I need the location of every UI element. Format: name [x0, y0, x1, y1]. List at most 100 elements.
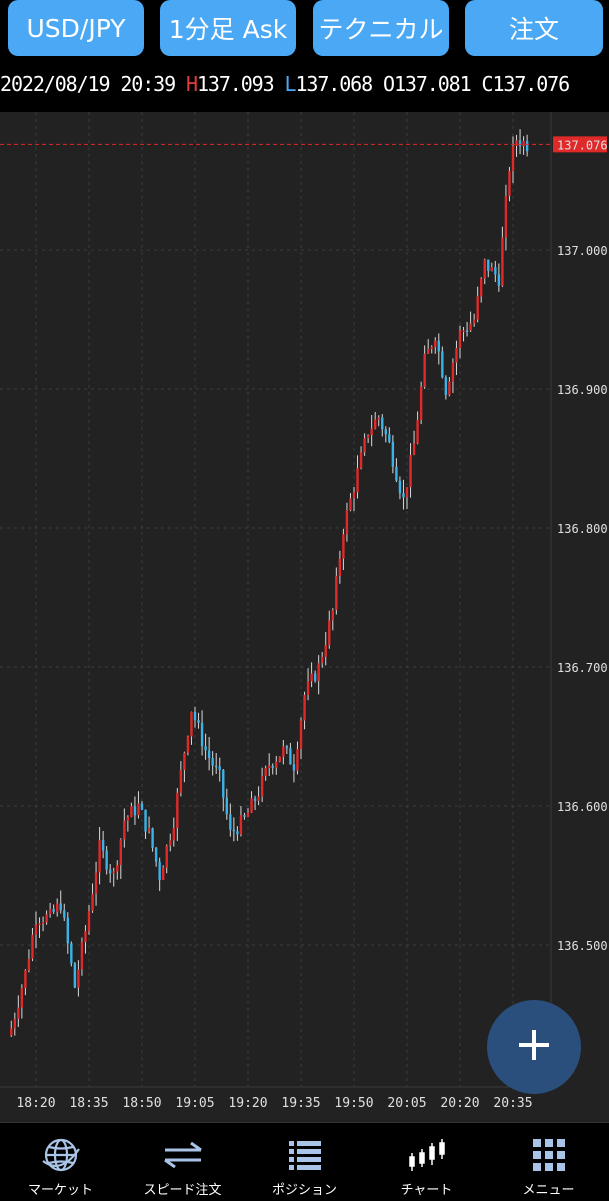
candle-body-up	[27, 958, 31, 971]
add-fab-button[interactable]	[487, 1000, 581, 1094]
price-tick-label: 136.700	[557, 661, 608, 675]
candle-body-down	[391, 441, 395, 467]
nav-label-positions: ポジション	[271, 1183, 337, 1198]
nav-label-menu: メニュー	[522, 1183, 575, 1198]
candle-body-up	[13, 1018, 16, 1029]
nav-item-menu[interactable]: メニュー	[488, 1123, 609, 1201]
candle-body-up	[87, 911, 91, 932]
candle-body-up	[342, 534, 345, 559]
nav-item-market[interactable]: マーケット	[0, 1123, 121, 1201]
price-tick-label: 136.500	[557, 939, 608, 953]
candle-body-up	[370, 428, 373, 435]
nav-label-market: マーケット	[27, 1183, 93, 1198]
candle-body-up	[186, 736, 190, 753]
candle-body-up	[45, 914, 48, 923]
candle-body-up	[123, 820, 126, 840]
candle-body-down	[253, 798, 257, 801]
candle-body-up	[469, 323, 472, 331]
open-value: 137.081	[393, 72, 472, 96]
candle-body-up	[324, 644, 327, 657]
candle-body-down	[207, 750, 211, 759]
plus-icon	[517, 1028, 551, 1066]
order-label: 注文	[508, 15, 559, 44]
candle-body-up	[522, 141, 525, 147]
candle-body-down	[388, 434, 391, 442]
open-prefix: O	[383, 72, 395, 96]
candle-body-down	[151, 828, 154, 848]
currency-pair-label: USD/JPY	[26, 13, 126, 43]
candle-body-down	[243, 815, 246, 817]
candle-body-down	[222, 770, 225, 798]
candle-body-up	[190, 711, 193, 737]
candle-body-down	[105, 850, 108, 870]
nav-label-speed-order: スピード注文	[143, 1183, 222, 1198]
candlestick-chart[interactable]: 136.500 136.600 136.700 136.800 136.900 137.0…	[0, 112, 609, 1122]
candle-body-up	[130, 806, 133, 817]
candle-body-up	[448, 381, 451, 395]
time-tick-label: 19:35	[281, 1096, 320, 1111]
candle-body-up	[98, 839, 101, 873]
candle-body-up	[183, 752, 186, 770]
time-tick-label: 18:35	[69, 1096, 108, 1111]
time-tick-label: 20:20	[440, 1096, 479, 1111]
candle-body-up	[282, 746, 285, 757]
timeframe-button[interactable]: 1分足 Ask	[160, 0, 296, 56]
candle-body-up	[511, 145, 515, 172]
candle-body-up	[416, 419, 419, 444]
candle-body-up	[328, 620, 331, 645]
candle-body-up	[172, 828, 175, 841]
candle-body-up	[508, 171, 511, 196]
candle-body-up	[504, 195, 508, 238]
candle-body-down	[271, 765, 274, 768]
candle-body-down	[441, 351, 444, 378]
low-prefix: L	[284, 72, 297, 96]
technical-button[interactable]: テクニカル	[313, 0, 449, 56]
candle-body-down	[73, 963, 77, 988]
candle-body-up	[250, 798, 253, 813]
candle-body-up	[455, 347, 458, 363]
order-button[interactable]: 注文	[465, 0, 603, 56]
list-icon	[287, 1137, 323, 1173]
candle-body-up	[331, 609, 334, 621]
candle-body-down	[70, 943, 73, 964]
candle-body-up	[377, 417, 380, 420]
candle-body-up	[451, 362, 455, 382]
candle-body-down	[437, 340, 440, 352]
candle-body-up	[77, 969, 80, 988]
candle-body-down	[398, 480, 402, 494]
close-value: 137.076	[492, 72, 570, 96]
currency-pair-button[interactable]: USD/JPY	[8, 0, 144, 56]
candle-body-down	[140, 803, 144, 810]
candle-body-down	[232, 829, 236, 832]
candle-body-up	[427, 348, 430, 354]
candle-body-up	[352, 492, 356, 499]
candle-body-down	[402, 493, 405, 498]
chart-svg[interactable]: 136.500 136.600 136.700 136.800 136.900 137.0…	[0, 112, 609, 1122]
candle-body-up	[321, 656, 324, 664]
low-value: 137.068	[295, 72, 373, 96]
candle-body-up	[405, 487, 409, 498]
globe-icon	[41, 1137, 81, 1173]
candle-body-up	[80, 942, 84, 970]
candle-body-up	[374, 419, 377, 429]
candle-body-up	[112, 871, 115, 874]
candle-body-up	[515, 140, 518, 146]
candle-body-up	[119, 839, 122, 866]
candle-body-up	[363, 438, 366, 453]
time-tick-label: 18:20	[16, 1096, 55, 1111]
nav-item-speed-order[interactable]: スピード注文	[122, 1123, 243, 1201]
candle-body-down	[381, 417, 384, 430]
nav-item-chart[interactable]: チャート	[366, 1123, 487, 1201]
candle-body-up	[176, 792, 179, 829]
candle-body-up	[31, 934, 34, 959]
nav-item-positions[interactable]: ポジション	[244, 1123, 365, 1201]
candle-body-up	[345, 510, 349, 535]
candle-body-down	[154, 847, 158, 862]
candle-body-up	[501, 237, 504, 286]
candle-body-up	[359, 452, 363, 469]
bottom-navigation: マーケット スピード注文 ポジション	[0, 1122, 609, 1201]
candle-body-down	[395, 466, 398, 481]
time-tick-label: 19:20	[228, 1096, 267, 1111]
candle-body-up	[335, 575, 338, 610]
candle-body-down	[133, 806, 137, 816]
